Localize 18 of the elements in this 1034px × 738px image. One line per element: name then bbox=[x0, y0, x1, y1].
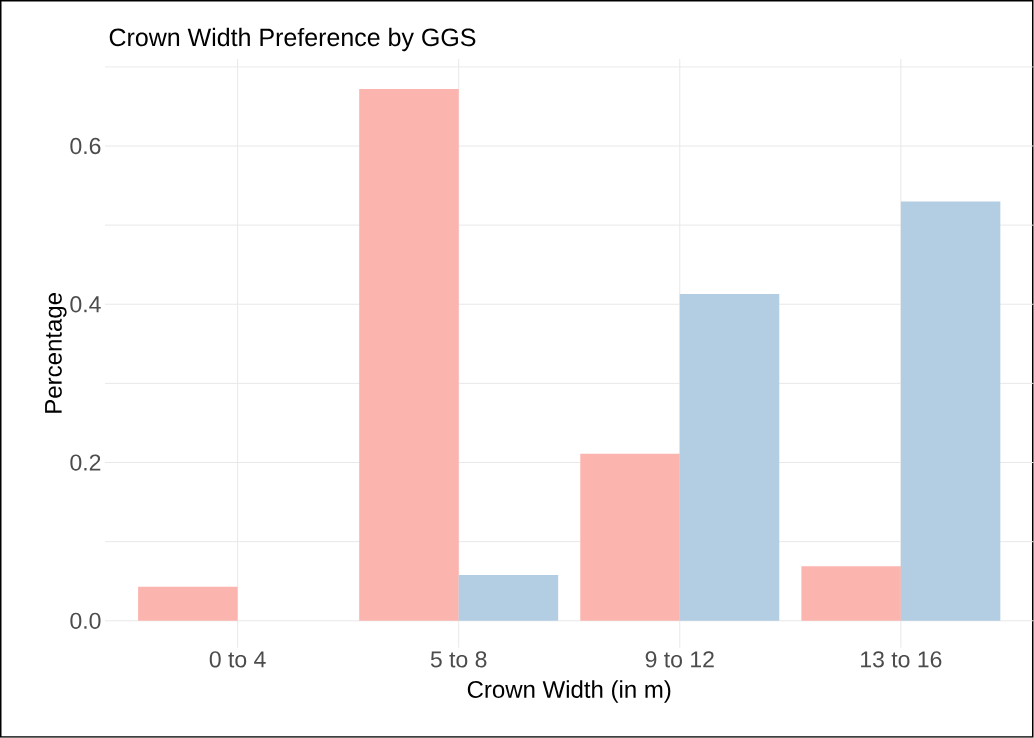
bar bbox=[458, 575, 559, 621]
y-tick-label: 0.0 bbox=[70, 612, 101, 630]
x-tick-label: 13 to 16 bbox=[861, 651, 942, 668]
y-tick-label: 0.4 bbox=[70, 296, 101, 313]
bar bbox=[138, 586, 238, 621]
y-tick-label: 0.6 bbox=[70, 138, 101, 155]
y-axis-title: Percentage bbox=[45, 293, 67, 413]
x-tick-label: 5 to 8 bbox=[430, 651, 487, 668]
x-tick-label: 0 to 4 bbox=[209, 651, 266, 668]
x-tick-label: 9 to 12 bbox=[645, 651, 714, 668]
bar bbox=[679, 294, 780, 621]
bar bbox=[580, 453, 680, 621]
bar bbox=[359, 89, 459, 621]
bar bbox=[900, 201, 1001, 621]
bar bbox=[801, 566, 901, 621]
x-axis-title: Crown Width (in m) bbox=[467, 680, 671, 703]
chart-title: Crown Width Preference by GGS bbox=[109, 28, 476, 52]
y-tick-label: 0.2 bbox=[70, 454, 101, 471]
